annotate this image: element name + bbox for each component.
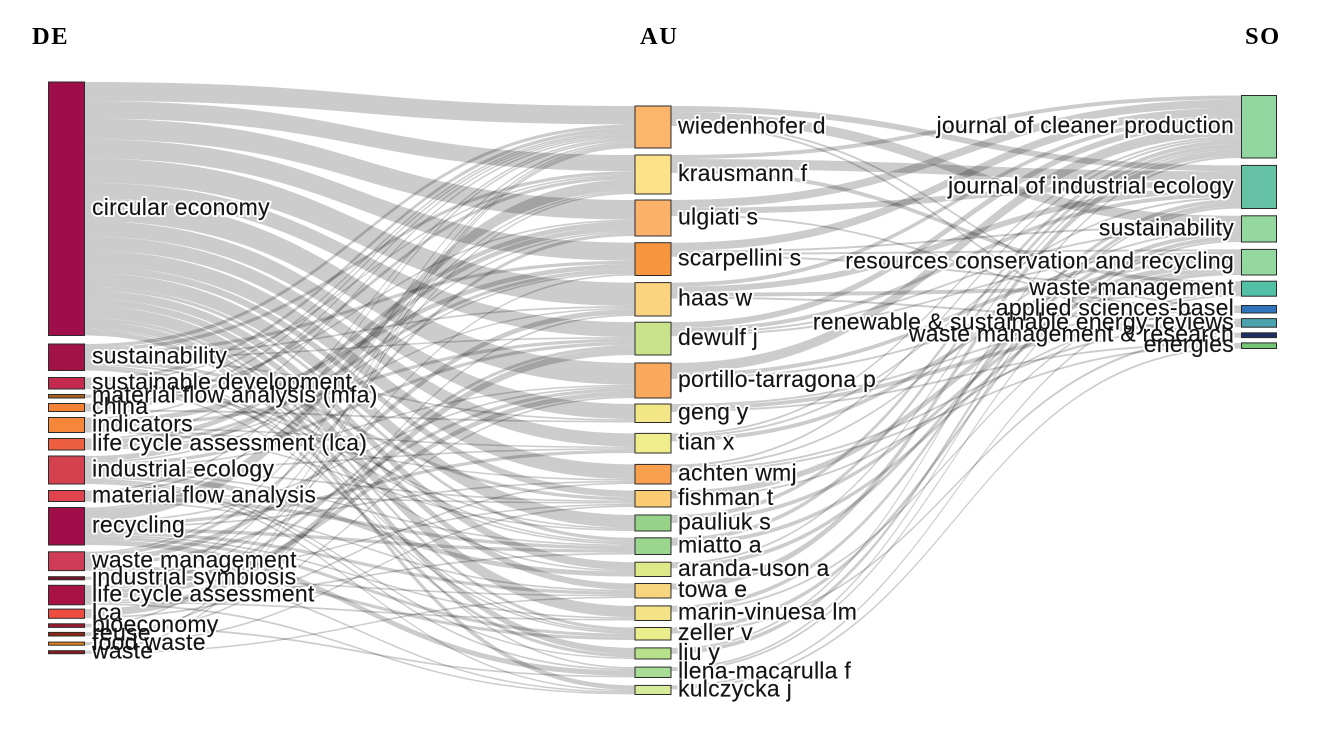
svg-text:waste management: waste management (1028, 274, 1234, 300)
svg-text:applied sciences-basel: applied sciences-basel (996, 295, 1234, 321)
svg-text:waste management: waste management (1028, 274, 1234, 300)
svg-text:AU: AU (640, 23, 678, 50)
svg-text:circular economy: circular economy (92, 194, 270, 220)
svg-text:towa e: towa e (678, 576, 747, 602)
svg-text:indicators: indicators (92, 410, 193, 436)
svg-text:scarpellini s: scarpellini s (678, 245, 801, 271)
svg-text:pauliuk s: pauliuk s (678, 508, 771, 534)
svg-text:china: china (92, 393, 148, 419)
svg-text:material flow analysis (mfa): material flow analysis (mfa) (92, 382, 378, 408)
svg-text:journal of cleaner production: journal of cleaner production (936, 112, 1235, 138)
svg-text:achten wmj: achten wmj (678, 460, 797, 486)
svg-text:life cycle assessment (lca): life cycle assessment (lca) (92, 430, 367, 456)
svg-text:tian x: tian x (678, 429, 735, 455)
svg-text:waste management: waste management (91, 547, 297, 573)
svg-text:material flow analysis (mfa): material flow analysis (mfa) (92, 382, 378, 408)
svg-text:marin-vinuesa lm: marin-vinuesa lm (678, 599, 857, 625)
svg-text:waste management & research: waste management & research (908, 321, 1234, 347)
svg-text:journal of cleaner production: journal of cleaner production (936, 112, 1235, 138)
svg-text:journal of industrial ecology: journal of industrial ecology (947, 172, 1234, 198)
svg-text:material flow analysis: material flow analysis (92, 481, 316, 507)
svg-text:aranda-uson a: aranda-uson a (678, 555, 830, 581)
svg-text:ulgiati s: ulgiati s (678, 203, 758, 229)
svg-text:kulczycka j: kulczycka j (678, 675, 792, 701)
svg-text:industrial symbiosis: industrial symbiosis (92, 564, 296, 590)
svg-text:waste: waste (91, 638, 153, 664)
svg-text:dewulf j: dewulf j (678, 324, 758, 350)
svg-text:indicators: indicators (92, 410, 193, 436)
svg-text:resources conservation and rec: resources conservation and recycling (845, 248, 1234, 274)
svg-text:renewable & sustainable energy: renewable & sustainable energy reviews (813, 308, 1234, 334)
svg-text:marin-vinuesa lm: marin-vinuesa lm (678, 599, 857, 625)
svg-text:journal of industrial ecology: journal of industrial ecology (947, 172, 1234, 198)
svg-text:industrial ecology: industrial ecology (92, 455, 274, 481)
svg-text:llena-macarulla f: llena-macarulla f (678, 658, 851, 684)
svg-text:portillo-tarragona p: portillo-tarragona p (678, 366, 876, 392)
svg-text:food waste: food waste (92, 629, 206, 655)
svg-text:circular economy: circular economy (92, 194, 270, 220)
svg-text:sustainability: sustainability (1099, 214, 1234, 240)
svg-text:material flow analysis: material flow analysis (92, 481, 316, 507)
svg-text:llena-macarulla f: llena-macarulla f (678, 658, 851, 684)
svg-text:renewable & sustainable energy: renewable & sustainable energy reviews (813, 308, 1234, 334)
svg-text:wiedenhofer d: wiedenhofer d (677, 112, 826, 138)
svg-text:SO: SO (1245, 23, 1281, 50)
svg-text:fishman t: fishman t (678, 484, 774, 510)
svg-text:recycling: recycling (92, 512, 185, 538)
svg-text:china: china (92, 393, 148, 419)
svg-text:industrial ecology: industrial ecology (92, 455, 274, 481)
svg-text:energies: energies (1144, 331, 1234, 357)
svg-text:waste: waste (91, 638, 153, 664)
svg-text:waste management: waste management (91, 547, 297, 573)
svg-text:scarpellini s: scarpellini s (678, 245, 801, 271)
svg-text:miatto a: miatto a (678, 532, 762, 558)
svg-text:haas w: haas w (678, 285, 753, 311)
svg-text:liu y: liu y (678, 639, 720, 665)
svg-text:zeller v: zeller v (678, 619, 753, 645)
svg-text:krausmann f: krausmann f (678, 160, 808, 186)
svg-text:zeller v: zeller v (678, 619, 753, 645)
svg-text:portillo-tarragona p: portillo-tarragona p (678, 366, 876, 392)
svg-text:sustainable development: sustainable development (92, 369, 353, 395)
svg-text:pauliuk s: pauliuk s (678, 508, 771, 534)
svg-text:recycling: recycling (92, 512, 185, 538)
svg-text:bioeconomy: bioeconomy (92, 611, 219, 637)
svg-text:resources conservation and rec: resources conservation and recycling (845, 248, 1234, 274)
svg-text:industrial symbiosis: industrial symbiosis (92, 564, 296, 590)
svg-text:dewulf j: dewulf j (678, 324, 758, 350)
svg-text:reuse: reuse (92, 620, 151, 646)
svg-text:sustainability: sustainability (92, 343, 227, 369)
svg-text:liu y: liu y (678, 639, 720, 665)
svg-text:krausmann f: krausmann f (678, 160, 808, 186)
svg-text:lca: lca (92, 599, 122, 625)
svg-text:sustainability: sustainability (1099, 214, 1234, 240)
svg-text:energies: energies (1144, 331, 1234, 357)
svg-text:kulczycka j: kulczycka j (678, 675, 792, 701)
svg-text:life cycle assessment (lca): life cycle assessment (lca) (92, 430, 367, 456)
svg-text:ulgiati s: ulgiati s (678, 203, 758, 229)
svg-text:aranda-uson a: aranda-uson a (678, 555, 830, 581)
svg-text:towa e: towa e (678, 576, 747, 602)
svg-text:waste management & research: waste management & research (908, 321, 1234, 347)
svg-text:fishman t: fishman t (678, 484, 774, 510)
svg-text:geng y: geng y (678, 399, 749, 425)
svg-text:geng y: geng y (678, 399, 749, 425)
svg-text:sustainable development: sustainable development (92, 369, 353, 395)
svg-text:miatto a: miatto a (678, 532, 762, 558)
svg-text:reuse: reuse (92, 620, 151, 646)
svg-text:life cycle assessment: life cycle assessment (92, 580, 315, 606)
svg-text:food waste: food waste (92, 629, 206, 655)
svg-text:bioeconomy: bioeconomy (92, 611, 219, 637)
svg-text:wiedenhofer d: wiedenhofer d (677, 112, 826, 138)
svg-text:lca: lca (92, 599, 122, 625)
svg-text:achten wmj: achten wmj (678, 460, 797, 486)
svg-text:sustainability: sustainability (92, 343, 227, 369)
svg-text:applied sciences-basel: applied sciences-basel (996, 295, 1234, 321)
svg-text:tian x: tian x (678, 429, 735, 455)
svg-text:haas w: haas w (678, 285, 753, 311)
svg-text:DE: DE (32, 23, 69, 50)
svg-text:life cycle assessment: life cycle assessment (92, 580, 315, 606)
